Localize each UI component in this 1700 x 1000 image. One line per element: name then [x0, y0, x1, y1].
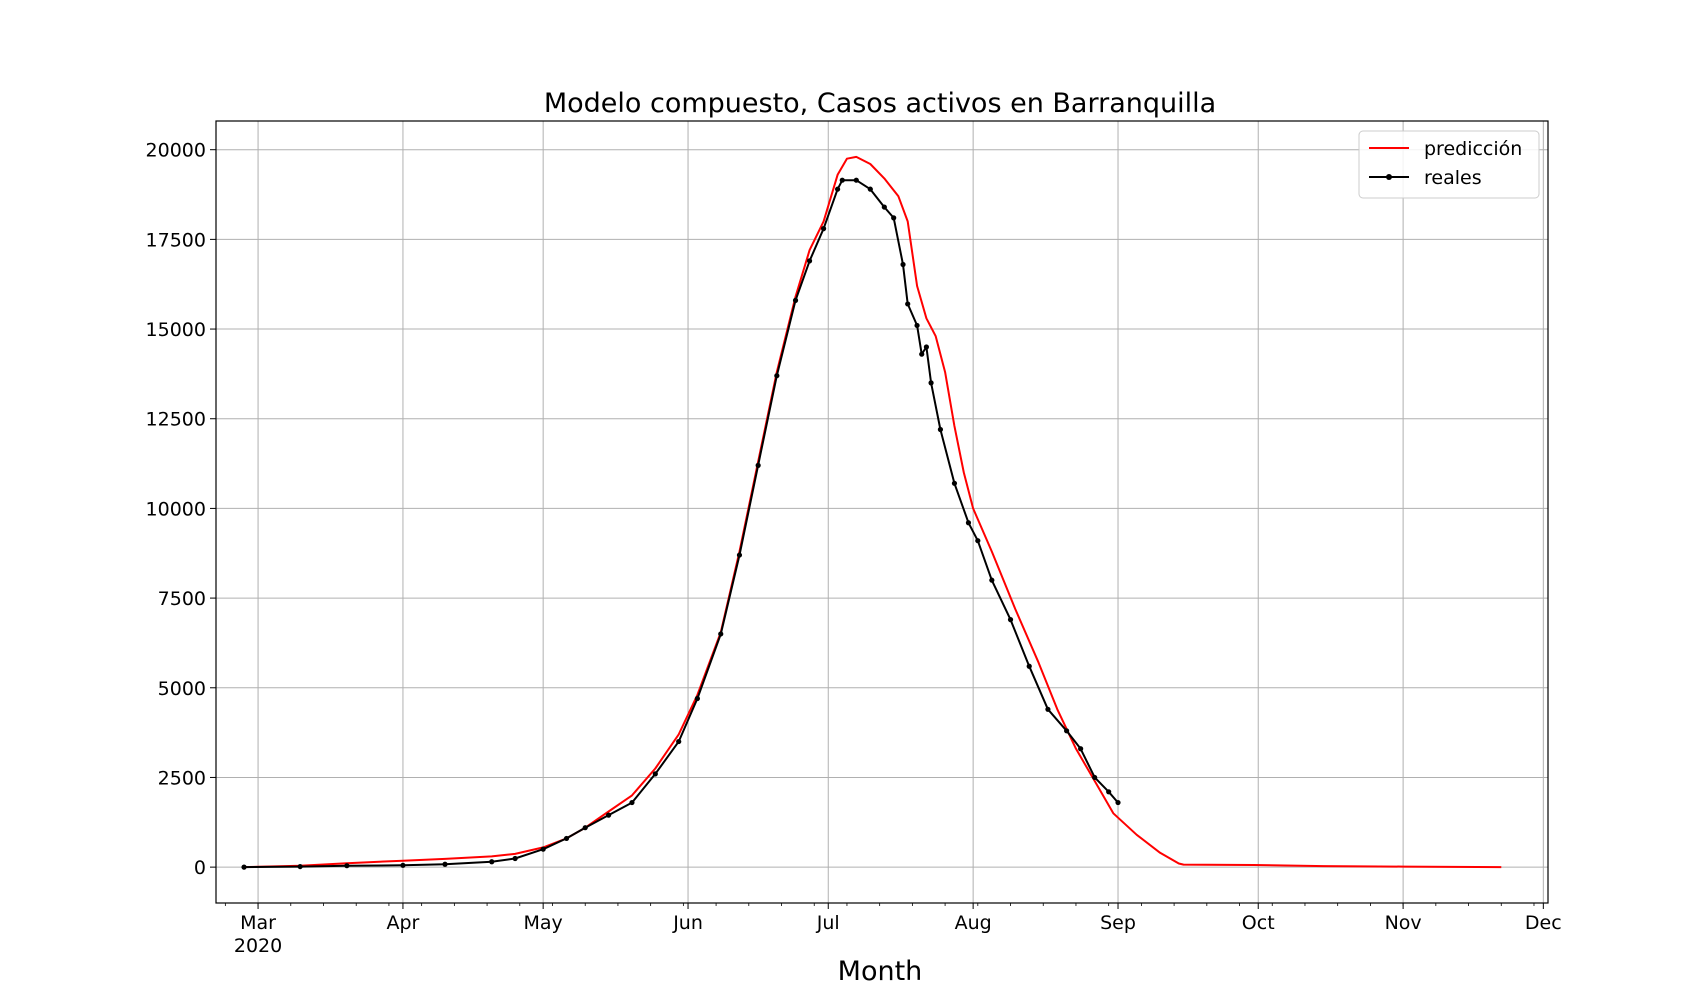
data-point-reales — [1026, 663, 1032, 669]
data-point-reales — [975, 538, 981, 544]
series-line-reales — [243, 179, 1119, 869]
data-point-reales — [605, 812, 612, 818]
data-point-reales — [297, 863, 303, 870]
data-point-reales — [881, 204, 887, 210]
data-point-reales — [344, 863, 350, 869]
data-point-reales — [867, 186, 873, 192]
data-point-reales — [1007, 617, 1014, 623]
x-tick-label: Nov — [1385, 912, 1422, 934]
y-tick-label: 15000 — [146, 319, 206, 341]
y-tick-label: 12500 — [146, 409, 206, 431]
x-axis-label: Month — [838, 956, 923, 987]
data-point-reales — [629, 799, 635, 806]
y-tick-label: 10000 — [146, 498, 206, 520]
series-line-prediccion — [243, 155, 1502, 869]
legend-label-reales: reales — [1424, 167, 1482, 189]
y-tick-label: 17500 — [146, 229, 206, 251]
data-point-reales — [1078, 746, 1084, 752]
data-point-reales — [489, 859, 495, 865]
data-point-reales — [736, 552, 743, 558]
data-point-reales — [919, 351, 925, 357]
data-point-reales — [806, 258, 813, 264]
data-point-reales — [442, 861, 448, 867]
data-point-reales — [839, 177, 845, 183]
x-tick-label: Sep — [1100, 912, 1136, 934]
data-point-reales — [400, 862, 406, 868]
y-axis-ticks: 0 2500 5000 7500 10000 12500 15000 17500 20000 — [146, 140, 216, 879]
y-tick-label: 0 — [194, 857, 206, 879]
data-point-reales — [652, 771, 658, 777]
data-point-reales — [774, 373, 780, 379]
y-tick-label: 20000 — [146, 140, 206, 162]
x-tick-label: Jun — [672, 912, 703, 934]
x-tick-label: Apr — [387, 912, 420, 934]
legend-marker-reales — [1386, 174, 1392, 180]
data-point-reales — [540, 846, 546, 852]
y-tick-label: 5000 — [158, 678, 206, 700]
y-tick-label: 2500 — [158, 767, 206, 789]
data-point-reales — [718, 631, 724, 637]
data-point-reales — [914, 322, 920, 329]
data-point-reales — [241, 864, 247, 870]
data-point-reales — [1106, 789, 1112, 795]
data-point-reales — [676, 738, 682, 745]
data-point-reales — [1092, 774, 1098, 781]
x-tick-label: Jul — [816, 912, 840, 934]
plot-frame — [215, 120, 1549, 904]
data-point-reales — [951, 480, 958, 486]
data-point-reales — [891, 215, 897, 221]
data-point-reales — [694, 695, 700, 702]
data-point-reales — [563, 835, 570, 842]
data-point-reales — [820, 226, 827, 232]
chart-title: Modelo compuesto, Casos activos en Barra… — [544, 88, 1216, 119]
data-point-reales — [928, 380, 934, 386]
data-point-reales — [923, 344, 930, 350]
x-tick-label: May — [524, 912, 563, 934]
data-point-reales — [512, 855, 518, 862]
data-point-reales — [900, 261, 906, 268]
data-point-reales — [1115, 799, 1121, 806]
legend: predicción reales — [1358, 130, 1540, 199]
data-point-reales — [937, 426, 944, 433]
data-point-reales — [989, 577, 995, 583]
data-point-reales — [965, 520, 972, 526]
data-point-reales — [755, 462, 761, 468]
legend-label-prediccion: predicción — [1424, 138, 1522, 160]
data-point-reales — [853, 177, 859, 183]
x-tick-sublabel: 2020 — [234, 935, 282, 957]
x-tick-label: Aug — [955, 912, 992, 934]
data-point-reales — [1045, 706, 1051, 712]
x-tick-label: Mar — [240, 912, 276, 934]
x-tick-label: Dec — [1525, 912, 1562, 934]
data-point-reales — [582, 825, 588, 831]
plot-lines — [241, 155, 1502, 870]
y-tick-label: 7500 — [158, 588, 206, 610]
data-point-reales — [792, 297, 799, 303]
grid — [216, 121, 1548, 903]
x-tick-label: Oct — [1242, 912, 1275, 934]
data-point-reales — [835, 186, 841, 192]
data-point-reales — [1064, 728, 1070, 734]
data-point-reales — [905, 301, 911, 307]
